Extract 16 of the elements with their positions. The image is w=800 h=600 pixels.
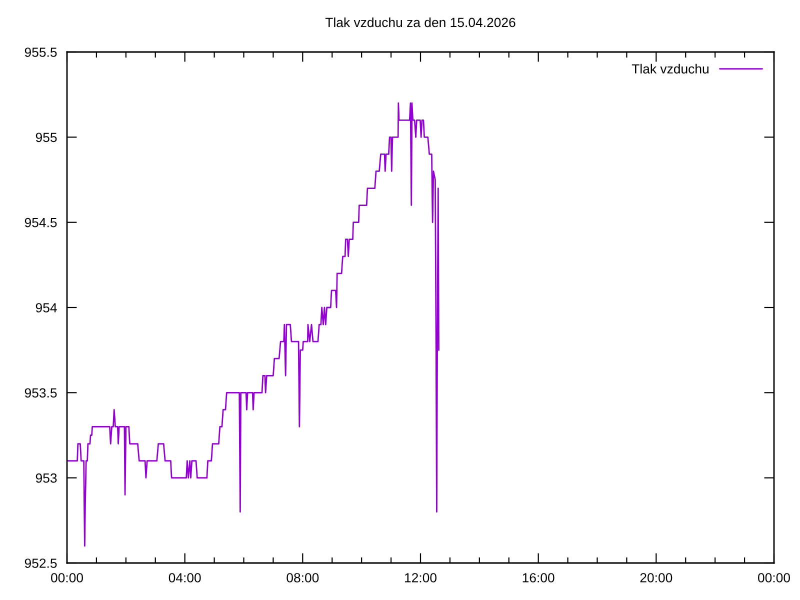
x-tick-label: 20:00 (640, 573, 672, 582)
x-tick-label: 00:00 (51, 573, 83, 582)
x-tick-label: 12:00 (405, 573, 436, 582)
x-tick-label: 08:00 (286, 573, 319, 582)
y-tick-label: 955 (36, 132, 57, 142)
chart-title: Tlak vzduchu za den 15.04.2026 (325, 17, 516, 28)
legend-label: Tlak vzduchu (632, 64, 708, 74)
y-tick-label: 952.5 (24, 558, 57, 568)
y-tick-label: 953 (36, 473, 57, 483)
y-tick-label: 954 (36, 303, 57, 312)
x-tick-label: 04:00 (168, 573, 201, 582)
y-tick-label: 954.5 (24, 218, 57, 228)
y-tick-label: 953.5 (24, 388, 57, 398)
y-tick-label: 955.5 (24, 48, 57, 57)
x-tick-label: 00:00 (758, 573, 790, 582)
x-tick-label: 16:00 (522, 573, 554, 582)
